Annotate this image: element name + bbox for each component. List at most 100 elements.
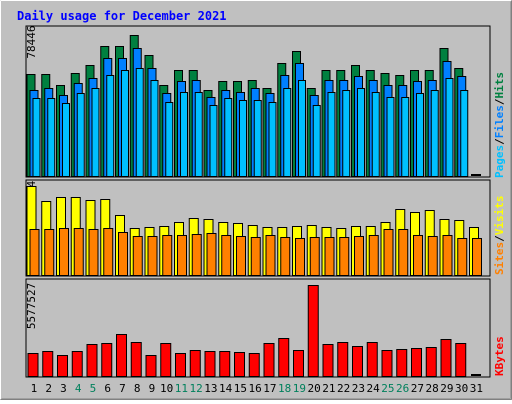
pages-bar <box>209 105 218 177</box>
day-label: 29 <box>440 382 453 395</box>
sites-bar <box>442 235 453 276</box>
day-label: 26 <box>396 382 409 395</box>
day-label: 25 <box>381 382 394 395</box>
sites-bar <box>132 236 143 276</box>
kbytes-bar <box>116 334 127 377</box>
sites-bar <box>103 228 114 276</box>
pages-bar <box>194 92 203 177</box>
sites-bar <box>309 237 320 276</box>
day-label: 12 <box>190 382 203 395</box>
kbytes-bar <box>189 350 201 377</box>
kbytes-bar <box>366 342 378 377</box>
sites-bar <box>368 235 379 276</box>
sites-bar <box>250 237 261 276</box>
kbytes-bar <box>101 343 113 377</box>
sites-bar <box>177 235 187 276</box>
pages-bar <box>312 105 321 177</box>
sites-bar <box>324 237 335 276</box>
kbytes-bar <box>219 351 231 377</box>
pages-bar <box>180 92 188 177</box>
kbytes-bar <box>204 351 216 377</box>
kbytes-bar <box>42 351 54 377</box>
kbytes-bar <box>381 350 393 377</box>
kbytes-bar <box>425 347 437 377</box>
day-label: 7 <box>119 382 126 395</box>
sites-bar <box>118 232 128 276</box>
pages-bar <box>386 97 395 177</box>
day-label: 9 <box>149 382 156 395</box>
pages-bar <box>445 78 454 177</box>
kbytes-bar <box>337 342 349 377</box>
day-label: 16 <box>249 382 262 395</box>
sites-bar <box>457 238 468 276</box>
day-label: 6 <box>104 382 111 395</box>
pages-bar <box>298 80 306 177</box>
day-label: 10 <box>160 382 173 395</box>
sites-bar <box>236 236 246 276</box>
kbytes-bar <box>263 343 275 377</box>
sites-bar <box>191 234 202 276</box>
svg-text:Pages/Files/Hits: Pages/Files/Hits <box>493 72 506 178</box>
sites-bar <box>339 237 350 276</box>
pages-bar <box>283 88 292 177</box>
kbytes-max-label: 5577527 <box>25 283 38 329</box>
pages-bar <box>371 92 380 177</box>
day-label: 11 <box>175 382 188 395</box>
pages-bar <box>253 100 262 177</box>
day-label: 4 <box>75 382 82 395</box>
pages-bar <box>357 88 365 177</box>
sites-bar <box>59 228 69 276</box>
sites-bar <box>73 228 84 276</box>
kbytes-bar <box>130 342 142 377</box>
chart-bars <box>26 35 482 377</box>
legend-files: Files <box>493 105 506 138</box>
day-label: 14 <box>219 382 233 395</box>
sites-bar <box>265 235 276 276</box>
svg-text:Sites/Visits: Sites/Visits <box>493 196 506 276</box>
sites-bar <box>44 229 55 276</box>
sites-bar <box>29 229 40 276</box>
kbytes-bar <box>307 285 319 377</box>
hits-max-label: 78446 <box>25 25 38 58</box>
kbytes-bar <box>411 348 422 377</box>
day-label: 15 <box>234 382 247 395</box>
legend-hits: Hits <box>493 72 506 99</box>
day-label: 3 <box>60 382 67 395</box>
pages-bar <box>430 90 439 177</box>
pages-bar <box>342 90 351 177</box>
pages-bar <box>460 90 469 177</box>
day-label: 30 <box>455 382 468 395</box>
day-label: 5 <box>90 382 97 395</box>
sites-bar <box>383 229 394 276</box>
sites-bar <box>88 229 99 276</box>
kbytes-bar <box>440 339 452 377</box>
pages-bar <box>150 80 159 177</box>
pages-bar <box>135 68 144 177</box>
day-label: 8 <box>134 382 141 395</box>
sites-bar <box>162 235 173 276</box>
day-label: 18 <box>278 382 291 395</box>
pages-bar <box>91 88 100 177</box>
day-label: 22 <box>337 382 350 395</box>
legend-kbytes: KBytes <box>493 336 506 376</box>
day-label: 17 <box>263 382 276 395</box>
legend-visits: Visits <box>493 196 506 236</box>
kbytes-bar <box>278 338 290 377</box>
day-label: 2 <box>45 382 52 395</box>
pages-bar <box>32 98 41 177</box>
day-label: 31 <box>470 382 483 395</box>
pages-bar <box>268 102 277 177</box>
day-label: 23 <box>352 382 365 395</box>
kbytes-bar <box>86 344 98 377</box>
kbytes-bar <box>57 355 68 377</box>
sites-bar <box>221 235 232 276</box>
sites-bar <box>427 236 438 276</box>
sites-bar <box>354 236 364 276</box>
day-label: 21 <box>322 382 335 395</box>
sites-bar <box>413 235 423 276</box>
kbytes-bar <box>145 355 157 377</box>
pages-bar <box>224 98 233 177</box>
kbytes-bar <box>27 353 39 377</box>
kbytes-bar <box>71 351 83 377</box>
